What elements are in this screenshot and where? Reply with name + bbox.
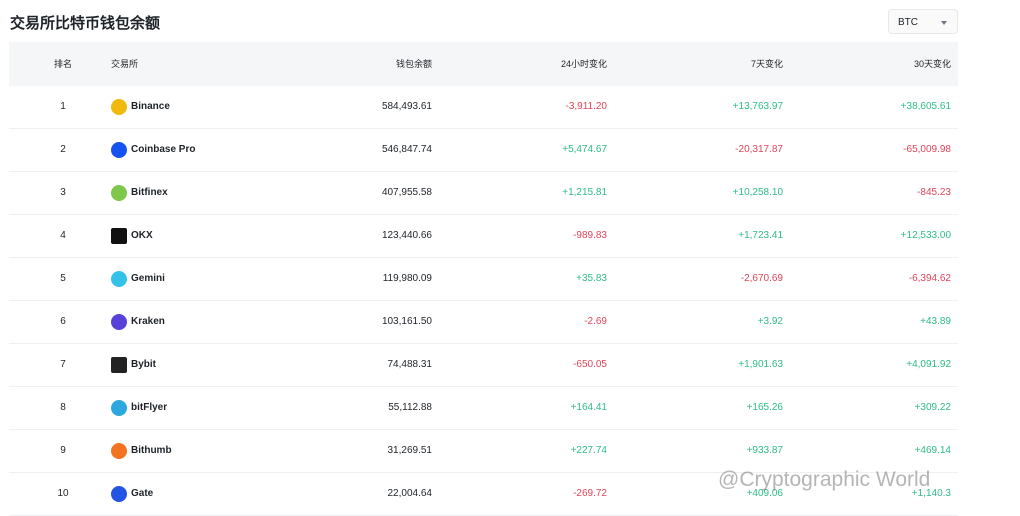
value: 74,488.31	[387, 359, 433, 370]
rank: 7	[60, 359, 66, 370]
value: -650.05	[573, 359, 607, 370]
rank: 4	[60, 230, 66, 241]
value: -989.83	[573, 230, 607, 241]
exchange-name[interactable]: Bybit	[131, 359, 156, 370]
rank: 2	[60, 144, 66, 155]
exchange-name[interactable]: Gemini	[131, 273, 165, 284]
exchange-icon	[111, 142, 127, 158]
exchange-icon	[111, 228, 127, 244]
table-row[interactable]: 2 Coinbase Pro 546,847.74 +5,474.67 -20,317.…	[9, 129, 958, 172]
column-header[interactable]: 排名	[53, 59, 72, 69]
header-row: 排名 交易所 钱包余额 24小时变化 7天变化 30天变化	[9, 42, 958, 86]
value: -65,009.98	[903, 144, 951, 155]
table-row[interactable]: 8 bitFlyer 55,112.88 +164.41 +165.26 +309.22	[9, 387, 958, 430]
value: 123,440.66	[381, 230, 432, 241]
value: 31,269.51	[387, 445, 433, 456]
exchange-name[interactable]: Bithumb	[131, 445, 172, 456]
value: -269.72	[573, 488, 607, 499]
value: +13,763.97	[732, 101, 783, 112]
table-row[interactable]: 9 Bithumb 31,269.51 +227.74 +933.87 +469.14	[9, 430, 958, 473]
value: +5,474.67	[562, 144, 607, 155]
value: 546,847.74	[381, 144, 432, 155]
value: -6,394.62	[908, 273, 951, 284]
rank: 6	[60, 316, 66, 327]
value: 407,955.58	[381, 187, 432, 198]
caret	[941, 21, 947, 25]
exchange-name[interactable]: bitFlyer	[131, 402, 168, 413]
rank: 1	[60, 101, 66, 112]
value: +4,091.92	[906, 359, 951, 370]
column-header[interactable]: 7天变化	[750, 59, 783, 69]
column-header[interactable]: 30天变化	[913, 59, 951, 69]
value: -2.69	[584, 316, 607, 327]
column-header[interactable]: 钱包余额	[395, 59, 432, 69]
currency-selector[interactable]: BTC	[888, 9, 958, 34]
value: +227.74	[570, 445, 607, 456]
exchange-icon	[111, 314, 127, 330]
value: +469.14	[914, 445, 951, 456]
value: +38,605.61	[900, 101, 951, 112]
value: 103,161.50	[381, 316, 432, 327]
exchange-name[interactable]: OKX	[131, 230, 153, 241]
table-row[interactable]: 4 OKX 123,440.66 -989.83 +1,723.41 +12,533.00	[9, 215, 958, 258]
value: 119,980.09	[382, 273, 432, 284]
table-row[interactable]: 3 Bitfinex 407,955.58 +1,215.81 +10,258.10 -8…	[9, 172, 958, 215]
rank: 9	[60, 445, 66, 456]
exchange-name[interactable]: Bitfinex	[131, 187, 168, 198]
value: -20,317.87	[735, 144, 783, 155]
value: +309.22	[914, 402, 951, 413]
exchange-icon	[111, 486, 127, 502]
value: +35.83	[576, 273, 607, 284]
rank: 5	[60, 273, 66, 284]
exchange-name[interactable]: Coinbase Pro	[131, 144, 196, 155]
value: -2,670.69	[740, 273, 783, 284]
value: 584,493.61	[381, 101, 432, 112]
exchange-icon	[111, 271, 127, 287]
table-row[interactable]: 7 Bybit 74,488.31 -650.05 +1,901.63 +4,091.92	[9, 344, 958, 387]
exchange-icon	[111, 185, 127, 201]
column-header[interactable]: 24小时变化	[560, 59, 607, 69]
exchange-name[interactable]: Gate	[131, 488, 154, 499]
value: +409.06	[746, 488, 783, 499]
column-header: 交易所	[111, 59, 139, 69]
exchange-icon	[111, 443, 127, 459]
rank: 10	[57, 488, 69, 499]
exchange-name[interactable]: Binance	[131, 101, 170, 112]
value: +933.87	[746, 445, 783, 456]
exchange-icon	[111, 99, 127, 115]
value: +1,140.3	[911, 488, 951, 499]
value: +1,723.41	[738, 230, 783, 241]
value: -3,911.20	[565, 101, 607, 112]
value: -845.23	[917, 187, 951, 198]
table-row[interactable]: 6 Kraken 103,161.50 -2.69 +3.92 +43.89	[9, 301, 958, 344]
value: +10,258.10	[732, 187, 783, 198]
value: +165.26	[746, 402, 783, 413]
selector-label: BTC	[898, 17, 918, 28]
value: +164.41	[570, 402, 607, 413]
value: +1,215.81	[562, 187, 607, 198]
exchange-icon	[111, 400, 127, 416]
value: +43.89	[920, 316, 951, 327]
value: +3.92	[757, 316, 783, 327]
rank: 8	[60, 402, 66, 413]
table: 排名 交易所 钱包余额 24小时变化 7天变化 30天变化 1 Binance 584,493.…	[9, 42, 958, 516]
exchange-name[interactable]: Kraken	[131, 316, 165, 327]
watermark: @Cryptographic World	[718, 468, 931, 491]
rank: 3	[60, 187, 66, 198]
table-row[interactable]: 1 Binance 584,493.61 -3,911.20 +13,763.97 +38…	[9, 86, 958, 129]
value: 22,004.64	[387, 488, 433, 499]
page-title: 交易所比特币钱包余额	[10, 15, 161, 32]
table-row[interactable]: 5 Gemini 119,980.09 +35.83 -2,670.69 -6,394.6…	[9, 258, 958, 301]
exchange-icon	[111, 357, 127, 373]
value: +12,533.00	[900, 230, 951, 241]
value: 55,112.88	[388, 402, 432, 413]
value: +1,901.63	[738, 359, 783, 370]
